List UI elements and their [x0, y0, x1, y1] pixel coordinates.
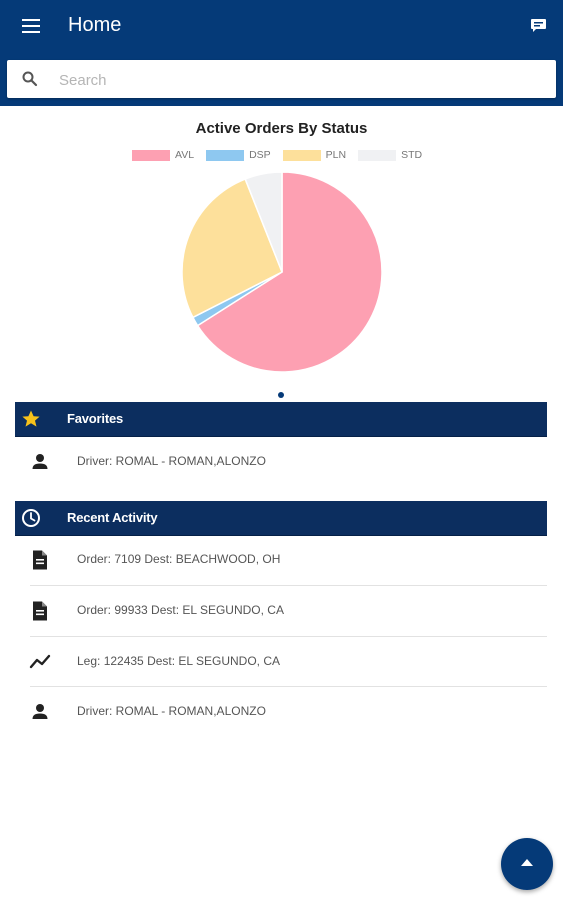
legend-label: DSP: [249, 149, 271, 161]
person-icon: [32, 704, 48, 719]
pager-dot[interactable]: [278, 392, 284, 398]
search-input[interactable]: [57, 64, 541, 96]
recent-item[interactable]: Driver: ROMAL - ROMAN,ALONZO: [15, 686, 547, 736]
pie-slice-pln[interactable]: [181, 178, 283, 319]
chat-button[interactable]: [528, 16, 550, 36]
legend-label: AVL: [175, 149, 195, 161]
leg-route-icon: [29, 654, 51, 669]
search-icon: [22, 71, 38, 87]
legend-label: PLN: [325, 149, 347, 161]
favorites-title: Favorites: [67, 411, 124, 426]
divider: [30, 585, 547, 586]
arrow-up-icon: [521, 859, 533, 866]
recent-activity-header: Recent Activity: [15, 501, 547, 536]
pie-slice-avl[interactable]: [196, 171, 383, 373]
legend-swatch: [132, 149, 170, 161]
person-icon: [32, 454, 48, 469]
recent-item-text: Leg: 122435 Dest: EL SEGUNDO, CA: [77, 654, 280, 668]
document-icon: [33, 550, 47, 570]
page-title: Home: [68, 14, 122, 36]
menu-button[interactable]: [22, 19, 40, 33]
search-bar: [7, 60, 556, 98]
legend-item-std[interactable]: STD: [358, 149, 422, 161]
recent-item[interactable]: Leg: 122435 Dest: EL SEGUNDO, CA: [15, 636, 547, 686]
legend-label: STD: [401, 149, 423, 161]
recent-activity-title: Recent Activity: [67, 510, 158, 525]
legend-item-dsp[interactable]: DSP: [206, 149, 271, 161]
scroll-top-button[interactable]: [501, 838, 553, 890]
recent-item-text: Order: 7109 Dest: BEACHWOOD, OH: [77, 552, 281, 566]
favorite-item[interactable]: Driver: ROMAL - ROMAN,ALONZO: [15, 436, 547, 486]
recent-item-text: Order: 99933 Dest: EL SEGUNDO, CA: [77, 603, 284, 617]
document-icon: [33, 601, 47, 621]
menu-icon: [22, 19, 40, 21]
legend-item-avl[interactable]: AVL: [132, 149, 194, 161]
favorite-item-text: Driver: ROMAL - ROMAN,ALONZO: [77, 454, 266, 468]
chat-icon: [531, 19, 546, 32]
favorites-header: Favorites: [15, 402, 547, 437]
star-icon: [22, 410, 40, 427]
legend-swatch: [282, 149, 321, 161]
legend-swatch: [206, 149, 245, 161]
legend-swatch: [358, 149, 397, 161]
recent-item-text: Driver: ROMAL - ROMAN,ALONZO: [77, 704, 266, 718]
divider: [30, 686, 547, 687]
chart-legend: AVL DSP PLN STD: [132, 148, 434, 162]
pie-chart: [181, 171, 383, 373]
pie-slice-std[interactable]: [244, 171, 283, 273]
app-bar: Home: [0, 0, 563, 106]
divider: [30, 636, 547, 637]
recent-item[interactable]: Order: 7109 Dest: BEACHWOOD, OH: [15, 534, 547, 584]
recent-item[interactable]: Order: 99933 Dest: EL SEGUNDO, CA: [15, 585, 547, 635]
clock-icon: [22, 509, 40, 527]
chart-title: Active Orders By Status: [195, 120, 368, 137]
legend-item-pln[interactable]: PLN: [282, 149, 347, 161]
